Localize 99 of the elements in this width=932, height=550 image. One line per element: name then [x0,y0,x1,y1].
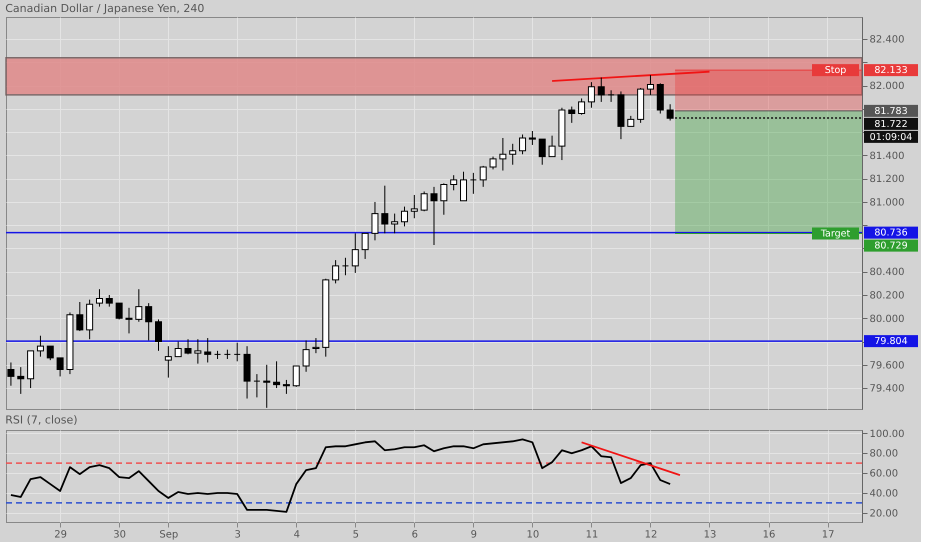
candlestick [588,82,595,108]
candlestick [548,135,556,158]
candlestick [460,171,468,202]
y-tick-label: 100.00 [870,428,904,440]
y-tick-label: 40.00 [870,488,898,500]
candlestick [371,201,378,241]
ref-line-label: 80.729 [874,240,908,252]
y-tick-label: 20.00 [870,508,898,520]
ref-line-label: 81.722 [874,118,908,130]
ref-line-label: 80.736 [874,228,908,239]
candlestick [608,90,615,102]
candlestick [224,349,231,360]
candlestick [440,182,448,216]
ref-line-label: 79.804 [874,336,908,348]
candlestick [116,302,123,320]
candlestick [578,98,586,116]
candlestick [7,362,14,386]
ref-line-label: 81.783 [874,106,908,117]
candlestick [430,186,438,246]
ref-line-label: 82.133 [874,65,908,76]
y-tick-label: 82.400 [870,34,904,46]
y-tick-label: 79.600 [870,360,904,372]
candlestick [450,174,458,191]
candlestick [253,374,260,398]
candlestick [184,338,192,355]
x-tick-label: 17 [822,530,834,540]
candlestick [17,366,24,394]
line-series [10,438,672,513]
candlestick [155,318,162,352]
y-tick-label: 80.000 [870,314,904,325]
candlestick [194,338,202,364]
candlestick [135,288,142,322]
candlestick [420,190,428,212]
candlestick [568,106,576,124]
candlestick [342,257,349,276]
text: 01:09:04 [870,132,912,143]
y-tick-label: 79.400 [870,384,904,395]
candlestick [263,364,270,408]
x-tick-label: 30 [113,530,126,540]
y-tick-label: 80.00 [870,448,898,460]
candlestick [538,138,546,166]
x-tick-label: 16 [762,530,776,540]
x-tick-label: 5 [352,530,359,540]
candlestick [352,232,359,274]
x-tick-label: 4 [294,530,300,540]
candlestick [302,340,310,372]
candlestick [362,232,369,260]
candlestick [499,137,506,172]
candlestick [273,360,280,389]
candlestick [666,104,674,122]
x-tick-label: Sep [159,530,178,540]
candlestick [76,301,84,332]
candlestick [627,115,634,127]
candlestick [204,338,212,363]
candlestick [292,365,300,388]
y-tick-label: 60.00 [870,468,898,480]
x-tick-label: 12 [644,530,658,540]
candlestick [36,335,44,358]
y-tick-label: 82.000 [870,81,904,92]
candlestick [56,357,64,377]
x-tick-label: 13 [704,530,716,540]
candlestick [381,185,388,234]
candlestick [96,288,103,308]
candlestick [164,346,172,378]
candlestick [312,338,320,354]
band-label: Target [820,228,850,240]
candlestick [598,76,605,102]
y-tick-label: 81.400 [870,150,904,162]
candlestick [509,143,516,166]
candlestick [490,156,497,170]
candlestick [528,130,536,146]
candlestick [234,342,241,362]
candlestick [391,213,398,234]
x-tick-label: 9 [470,530,478,540]
y-tick-label: 80.400 [870,267,904,278]
x-tick-label: 29 [54,530,67,540]
y-tick-label: 80.200 [870,290,904,302]
candlestick [400,206,408,227]
x-tick-label: 6 [412,530,418,540]
chart-title: RSI (7, close) [5,413,78,426]
band-label: Stop [824,65,846,76]
candlestick [332,260,340,284]
chart-title: Canadian Dollar / Japanese Yen, 240 [5,2,204,15]
candlestick [174,341,182,358]
candlestick [46,346,54,361]
x-tick-label: 10 [526,530,540,540]
x-tick-label: 3 [234,530,241,540]
y-tick-label: 81.000 [870,197,904,208]
y-tick-label: 81.200 [870,174,904,186]
candlestick [106,294,113,308]
x-tick-label: 11 [586,530,598,540]
candlestick [410,194,418,219]
candlestick [470,172,477,194]
candlestick [646,74,654,96]
candlestick [480,165,487,188]
candlestick [282,379,290,394]
candlestick [145,302,152,341]
candlestick [125,307,132,334]
candlestick [519,134,526,155]
